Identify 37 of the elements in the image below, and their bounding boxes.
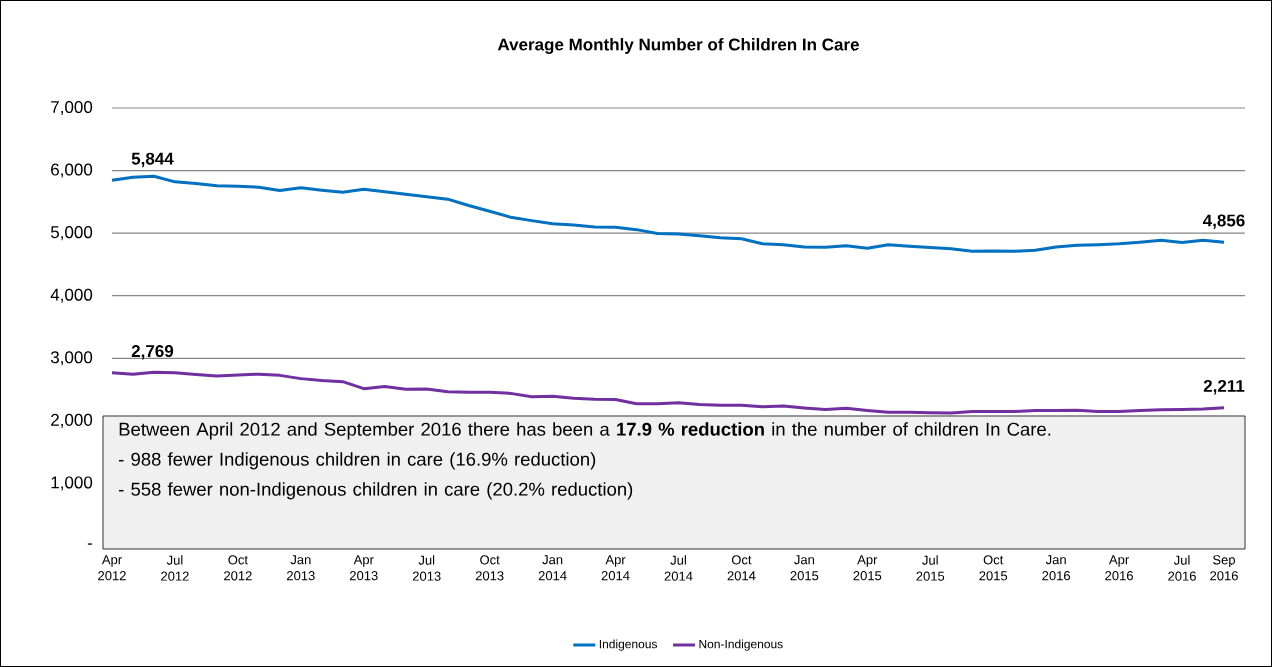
- x-tick-label: Jul 2015: [916, 555, 945, 581]
- x-tick-label: Oct 2012: [224, 555, 252, 581]
- y-tick-label: 5,000: [50, 226, 93, 241]
- x-tick-label: Jul 2016: [1168, 555, 1196, 581]
- data-label: 2,769: [131, 345, 174, 360]
- data-label: 2,211: [1203, 379, 1245, 395]
- y-tick-label: 1,000: [51, 476, 93, 491]
- chart-title: Average Monthly Number of Children In Care: [497, 38, 859, 54]
- x-tick-label: Jul 2012: [161, 555, 189, 581]
- annotation: - 558 fewer non-Indigenous children in care (20.2% reduction): [119, 482, 633, 500]
- y-tick-label: 3,000: [50, 351, 93, 366]
- x-tick-label: Jan 2015: [790, 555, 819, 581]
- y-tick-label: 7,000: [51, 100, 93, 116]
- x-tick-label: Oct 2014: [727, 555, 756, 581]
- x-tick-label: Jan 2016: [1042, 555, 1071, 581]
- x-tick-label: Jul 2013: [412, 555, 441, 581]
- x-tick-label: Apr 2015: [853, 555, 882, 581]
- legend-label: Indigenous: [599, 639, 658, 651]
- y-tick-label: 4,000: [50, 288, 93, 303]
- x-tick-label: Apr 2016: [1105, 555, 1133, 581]
- y-tick-label: -: [87, 543, 93, 545]
- y-tick-label: 2,000: [51, 413, 93, 428]
- x-tick-label: Sep 2016: [1210, 555, 1238, 581]
- annotation: - 988 fewer Indigenous children in care (16.9% reduction): [119, 452, 596, 470]
- data-label: 4,856: [1202, 214, 1245, 229]
- x-tick-label: Apr 2013: [349, 555, 378, 581]
- x-tick-label: Jul 2014: [664, 555, 693, 581]
- x-tick-label: Jan 2013: [287, 555, 315, 581]
- x-tick-label: Jan 2014: [538, 555, 567, 581]
- x-tick-label: Oct 2015: [979, 555, 1008, 581]
- x-tick-label: Apr 2014: [601, 555, 630, 581]
- x-tick-label: Apr 2012: [98, 555, 126, 581]
- data-label: 5,844: [131, 152, 174, 168]
- x-tick-label: Oct 2013: [475, 555, 504, 581]
- legend-label: Non-Indigenous: [699, 639, 783, 651]
- y-tick-label: 6,000: [51, 163, 93, 178]
- annotation: Between April 2012 and September 2016 there has been a 17.9 % reduction in the number of children In Care.: [119, 422, 1051, 440]
